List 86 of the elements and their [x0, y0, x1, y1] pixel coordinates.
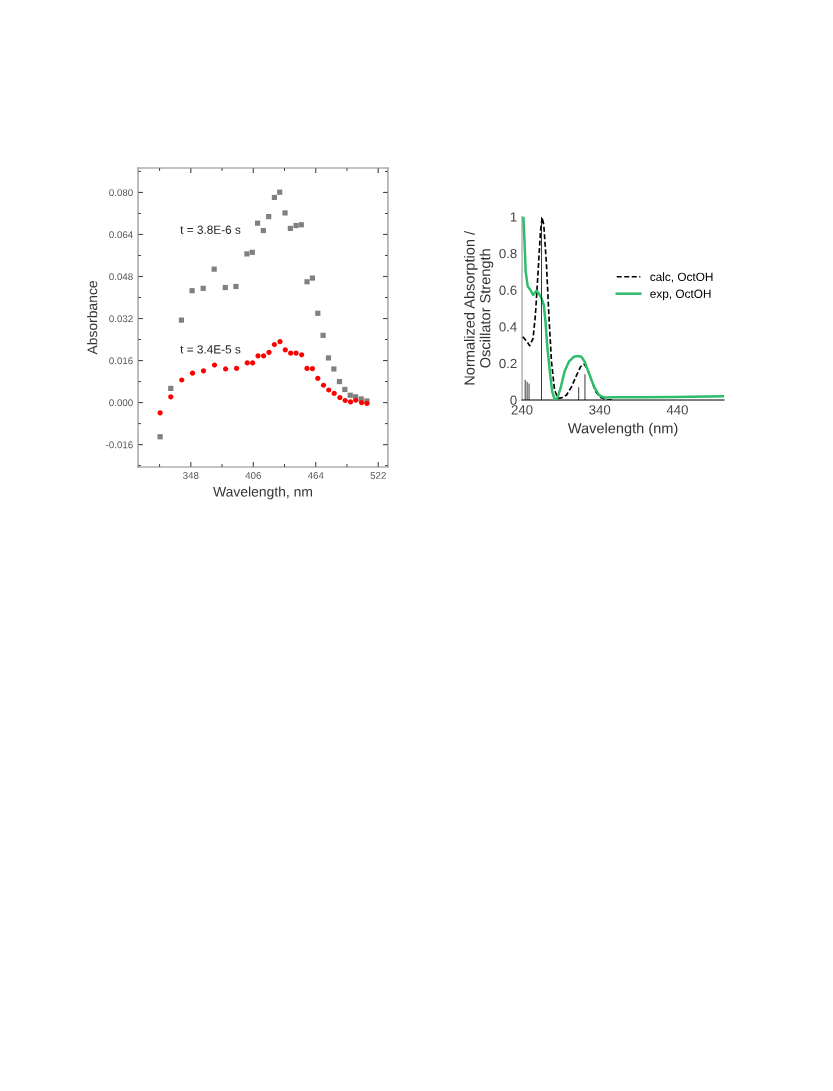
- point: [222, 284, 228, 291]
- point: [347, 392, 353, 398]
- point: [233, 283, 239, 290]
- legend-label: exp, OctOH: [650, 289, 711, 301]
- point: [347, 399, 354, 405]
- point: [288, 350, 294, 356]
- point: [261, 353, 267, 359]
- y-tick-label: 0.032: [109, 315, 133, 323]
- x-tick-label: 348: [183, 472, 199, 479]
- y-tick-label: 0.080: [109, 189, 133, 197]
- point: [320, 332, 326, 338]
- point: [189, 370, 196, 376]
- point: [211, 266, 217, 272]
- x-tick-label: 522: [370, 472, 386, 479]
- point: [331, 390, 337, 396]
- point: [233, 365, 240, 372]
- x-tick-label: 464: [307, 472, 324, 479]
- point: [315, 310, 321, 316]
- point: [200, 368, 207, 374]
- point: [337, 395, 343, 401]
- y-tick-label: 1: [510, 212, 517, 222]
- x-tick-label: 440: [666, 405, 688, 415]
- y-tick-label: 0.4: [499, 322, 517, 332]
- point: [299, 352, 305, 358]
- x-tick-label: 240: [511, 405, 533, 415]
- point: [358, 399, 365, 406]
- point: [298, 222, 304, 228]
- point: [282, 210, 288, 216]
- point: [157, 434, 163, 440]
- point: [342, 386, 348, 393]
- point: [260, 227, 266, 234]
- point: [326, 387, 332, 393]
- y-axis-title: Normalized Absorption / Oscillator Strength: [463, 230, 494, 385]
- line-series: [522, 216, 725, 400]
- point: [255, 353, 261, 359]
- point: [211, 362, 218, 368]
- point: [244, 360, 250, 366]
- point: [277, 339, 283, 345]
- point: [179, 377, 185, 383]
- y-tick-label: 0.6: [499, 285, 517, 295]
- x-tick-label: 340: [589, 405, 611, 415]
- point: [315, 375, 321, 382]
- point: [331, 366, 337, 372]
- point: [189, 288, 195, 294]
- series-label: t = 3.8E-6 s: [180, 225, 241, 234]
- point: [304, 365, 310, 372]
- point: [325, 355, 332, 361]
- point: [342, 397, 348, 404]
- point: [200, 285, 206, 291]
- y-tick-label: -0.016: [106, 441, 133, 449]
- y-tick-label: 0.048: [109, 273, 133, 281]
- y-tick-label: 0.016: [109, 357, 133, 365]
- point: [277, 189, 283, 195]
- point: [287, 225, 293, 232]
- point: [249, 249, 255, 255]
- point: [293, 350, 299, 356]
- point: [304, 279, 310, 285]
- point: [223, 366, 229, 372]
- point: [271, 341, 277, 348]
- x-axis-title: Wavelength (nm): [567, 422, 678, 437]
- point: [309, 366, 316, 372]
- y-axis-title: Absorbance: [87, 281, 98, 355]
- point: [168, 394, 174, 400]
- point: [293, 222, 299, 229]
- point: [178, 317, 185, 323]
- y-tick-label: 0: [510, 395, 517, 405]
- point: [250, 360, 256, 366]
- point: [244, 251, 250, 257]
- point: [157, 410, 163, 416]
- y-tick-label: 0.064: [109, 231, 133, 239]
- point: [336, 378, 343, 385]
- x-axis-title: Wavelength, nm: [213, 486, 312, 500]
- point: [271, 194, 277, 201]
- point: [266, 349, 272, 356]
- y-tick-label: 0.000: [109, 399, 133, 407]
- y-tick-label: 0.2: [499, 358, 517, 369]
- y-tick-label: 0.8: [499, 248, 517, 259]
- point: [309, 275, 316, 281]
- point: [168, 385, 174, 391]
- point: [282, 347, 288, 353]
- series-label: t = 3.4E-5 s: [180, 345, 241, 354]
- legend-label: calc, OctOH: [650, 272, 713, 283]
- point: [266, 214, 272, 220]
- point: [254, 220, 261, 226]
- x-tick-label: 406: [245, 472, 261, 479]
- point: [320, 382, 327, 388]
